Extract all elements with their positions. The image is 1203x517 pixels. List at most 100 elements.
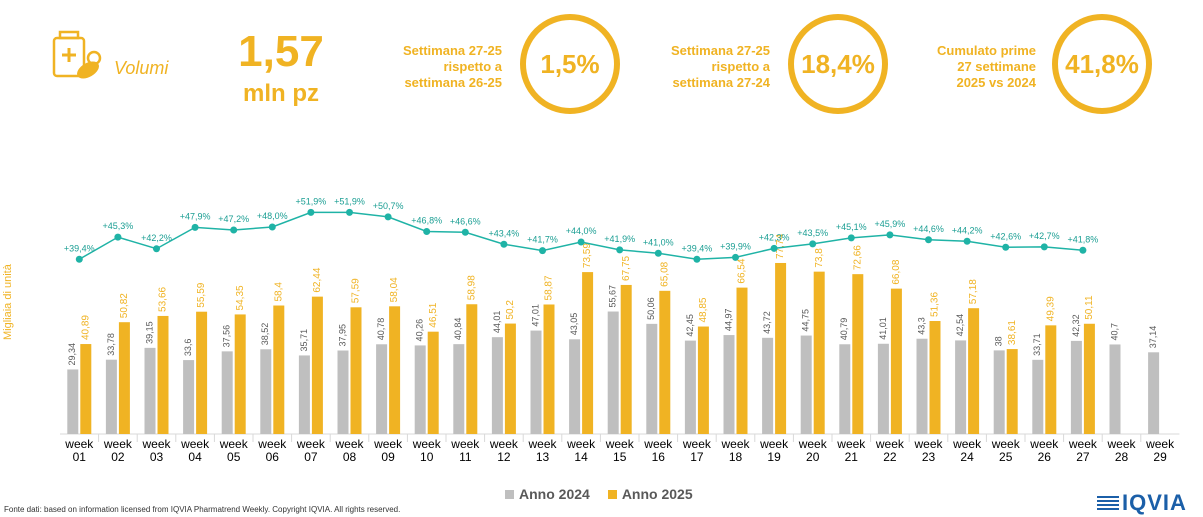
x-tick-label: week xyxy=(759,437,789,451)
data-label-2024: 42,45 xyxy=(685,314,695,337)
x-tick-label: week xyxy=(527,437,557,451)
x-tick-label: 21 xyxy=(845,450,859,464)
x-tick-label: 27 xyxy=(1076,450,1090,464)
legend-label-2024: Anno 2024 xyxy=(519,486,590,502)
total-volume-unit: mln pz xyxy=(243,80,319,107)
growth-label: +42,3% xyxy=(759,232,790,242)
growth-label: +51,9% xyxy=(334,196,365,206)
x-tick-label: 11 xyxy=(459,450,472,464)
x-tick-label: 13 xyxy=(536,450,550,464)
bar-2025 xyxy=(543,304,555,434)
data-label-2024: 33,71 xyxy=(1032,333,1042,356)
data-label-2025: 57,59 xyxy=(351,278,362,303)
bar-2025 xyxy=(273,305,285,434)
growth-label: +51,9% xyxy=(296,196,327,206)
bar-2025 xyxy=(118,322,130,434)
bar-2024 xyxy=(1109,344,1121,434)
growth-point xyxy=(423,228,431,235)
x-tick-label: 23 xyxy=(922,450,936,464)
bar-2025 xyxy=(311,296,323,434)
bar-2024 xyxy=(337,350,349,434)
kpi-3-label: Cumulato prime 27 settimane 2025 vs 2024 xyxy=(937,43,1036,90)
data-label-2024: 40,79 xyxy=(839,318,849,341)
x-tick-label: 20 xyxy=(806,450,820,464)
bar-2024 xyxy=(67,369,79,434)
pills-icon xyxy=(52,30,102,79)
x-tick-label: 05 xyxy=(227,450,241,464)
growth-label: +46,6% xyxy=(450,216,481,226)
data-label-2024: 37,56 xyxy=(222,325,232,348)
x-tick-label: 19 xyxy=(767,450,781,464)
legend-swatch-2025 xyxy=(607,489,617,499)
x-tick-label: week xyxy=(720,437,750,451)
data-label-2024: 55,67 xyxy=(608,285,618,308)
x-tick-label: week xyxy=(373,437,403,451)
data-label-2024: 38,52 xyxy=(260,323,270,346)
total-volume-value: 1,57 xyxy=(238,27,324,76)
data-label-2024: 43,3 xyxy=(916,317,926,335)
bar-2025 xyxy=(80,344,92,434)
x-tick-label: 02 xyxy=(111,450,125,464)
data-label-2025: 51,36 xyxy=(930,292,941,317)
x-tick-label: 26 xyxy=(1038,450,1052,464)
legend-item-2025: Anno 2025 xyxy=(607,486,693,502)
bar-2025 xyxy=(736,287,748,434)
growth-label: +42,6% xyxy=(990,231,1021,241)
x-tick-label: 03 xyxy=(150,450,164,464)
bar-2025 xyxy=(968,308,980,434)
data-label-2025: 72,66 xyxy=(852,245,863,270)
bar-2025 xyxy=(350,307,362,434)
growth-point xyxy=(114,233,122,241)
growth-point xyxy=(1079,246,1087,254)
x-tick-label: 24 xyxy=(960,450,974,464)
data-label-2024: 44,01 xyxy=(492,311,502,334)
bar-2024 xyxy=(414,345,426,434)
growth-label: +50,7% xyxy=(373,201,404,211)
x-tick-label: week xyxy=(141,437,171,451)
x-tick-label: week xyxy=(1145,437,1175,451)
growth-point xyxy=(384,213,392,221)
growth-point xyxy=(500,240,508,248)
bar-2024 xyxy=(993,350,1005,434)
bar-2025 xyxy=(659,290,671,434)
growth-point xyxy=(963,237,971,245)
growth-point xyxy=(191,223,199,231)
data-label-2024: 33,6 xyxy=(183,339,193,357)
growth-point xyxy=(461,228,469,236)
growth-point xyxy=(230,226,238,234)
data-label-2024: 40,78 xyxy=(376,318,386,341)
data-label-2025: 58,98 xyxy=(466,275,477,300)
bar-2024 xyxy=(144,347,156,434)
x-tick-label: week xyxy=(875,437,905,451)
bar-2024 xyxy=(298,355,310,434)
bar-2025 xyxy=(620,284,632,434)
data-label-2025: 49,39 xyxy=(1045,296,1056,321)
bar-2024 xyxy=(1148,352,1160,434)
growth-label: +48,0% xyxy=(257,211,288,221)
bar-2024 xyxy=(1070,340,1082,434)
growth-label: +45,3% xyxy=(103,221,134,231)
x-tick-label: 14 xyxy=(574,450,588,464)
iqvia-logo-mark-icon xyxy=(1097,496,1119,510)
x-tick-label: week xyxy=(566,437,596,451)
data-label-2024: 42,32 xyxy=(1071,314,1081,337)
x-tick-label: 17 xyxy=(690,450,704,464)
x-tick-label: week xyxy=(103,437,133,451)
bar-2024 xyxy=(530,330,542,434)
growth-label: +44,6% xyxy=(913,224,944,234)
data-label-2025: 40,89 xyxy=(80,315,91,340)
bar-2025 xyxy=(582,272,594,434)
x-tick-label: 12 xyxy=(497,450,511,464)
data-label-2024: 37,14 xyxy=(1148,326,1158,349)
x-tick-label: 16 xyxy=(652,450,666,464)
bar-2025 xyxy=(196,311,208,434)
growth-label: +41,9% xyxy=(604,234,635,244)
growth-point xyxy=(732,253,739,261)
data-label-2024: 47,01 xyxy=(530,304,540,327)
growth-label: +42,7% xyxy=(1029,231,1060,241)
bar-2025 xyxy=(852,274,864,434)
x-tick-label: 07 xyxy=(304,450,318,464)
growth-point xyxy=(346,208,353,216)
growth-point xyxy=(1040,243,1048,251)
bar-2024 xyxy=(260,349,272,434)
